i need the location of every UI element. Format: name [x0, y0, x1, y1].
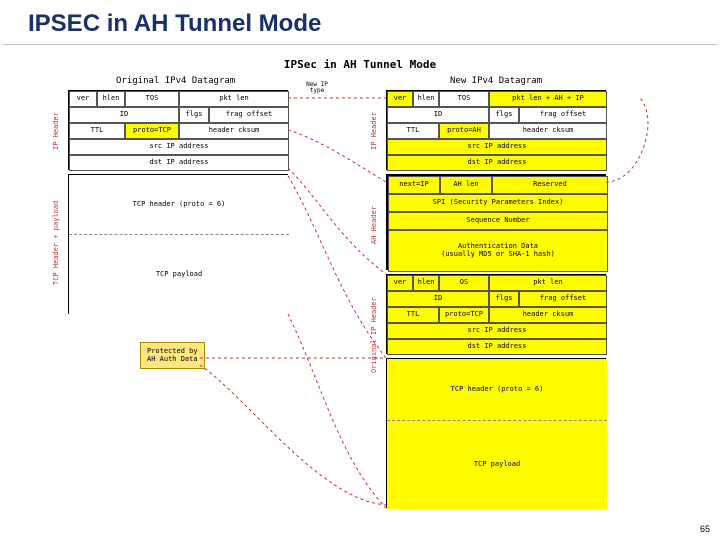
o-id: ID: [387, 291, 489, 307]
left-tcp-header: TCP header (proto = 6): [69, 175, 289, 235]
left-pktlen: pkt len: [179, 91, 289, 107]
o-tos: OS: [439, 275, 489, 291]
o-ttl: TTL: [387, 307, 439, 323]
o-pktlen: pkt len: [489, 275, 607, 291]
r-pktlen: pkt len + AH + IP: [489, 91, 607, 107]
left-ttl: TTL: [69, 123, 125, 139]
right-orig-ip-box: ver hlen OS pkt len ID flgs frag offset …: [386, 274, 606, 354]
mid-label-l2: type: [310, 87, 324, 94]
protected-l2: AH Auth Data: [147, 355, 198, 363]
left-ver: ver: [69, 91, 97, 107]
left-tcp-payload: TCP payload: [69, 235, 289, 315]
o-hlen: hlen: [413, 275, 439, 291]
left-proto: proto=TCP: [125, 123, 179, 139]
left-src: src IP address: [69, 139, 289, 155]
right-ip-header-label: IP Header: [370, 96, 378, 166]
ah-next: next=IP: [388, 176, 440, 194]
slide-title: IPSEC in AH Tunnel Mode: [28, 10, 321, 38]
right-payload-box: TCP header (proto = 6) TCP payload: [386, 358, 606, 508]
left-flgs: flgs: [179, 107, 209, 123]
r-hlen: hlen: [413, 91, 439, 107]
left-subtitle: Original IPv4 Datagram: [116, 76, 235, 86]
r-flgs: flgs: [489, 107, 519, 123]
r-ttl: TTL: [387, 123, 439, 139]
main-heading: IPSec in AH Tunnel Mode: [0, 58, 720, 71]
right-orig-ip-label: Original IP Header: [370, 280, 378, 390]
r-id: ID: [387, 107, 489, 123]
left-frag: frag offset: [209, 107, 289, 123]
left-ip-header-box: ver hlen TOS pkt len ID flgs frag offset…: [68, 90, 288, 170]
left-payload-label: TCP Header + payload: [52, 178, 60, 308]
right-subtitle: New IPv4 Datagram: [450, 76, 542, 86]
left-payload-box: TCP header (proto = 6) TCP payload: [68, 174, 288, 314]
o-proto: proto=TCP: [439, 307, 489, 323]
protected-box: Protected by AH Auth Data: [140, 342, 205, 369]
left-id: ID: [69, 107, 179, 123]
r-tos: TOS: [439, 91, 489, 107]
r-frag: frag offset: [519, 107, 607, 123]
o-tcp-header: TCP header (proto = 6): [387, 359, 607, 421]
left-cksum: header cksum: [179, 123, 289, 139]
ah-res: Reserved: [492, 176, 608, 194]
left-dst: dst IP address: [69, 155, 289, 171]
left-ip-header-label: IP Header: [52, 96, 60, 166]
ah-spi: SPI (Security Parameters Index): [388, 194, 608, 212]
o-dst: dst IP address: [387, 339, 607, 355]
mid-label: New IP type: [297, 82, 337, 94]
protected-l1: Protected by: [147, 347, 198, 355]
right-ah-box: next=IP AH len Reserved SPI (Security Pa…: [386, 174, 606, 270]
ah-auth: Authentication Data (usually MD5 or SHA-…: [388, 230, 608, 272]
r-cksum: header cksum: [489, 123, 607, 139]
o-src: src IP address: [387, 323, 607, 339]
r-src: src IP address: [387, 139, 607, 155]
left-tos: TOS: [125, 91, 179, 107]
ah-len: AH len: [440, 176, 492, 194]
page-number: 65: [700, 524, 710, 534]
o-frag: frag offset: [519, 291, 607, 307]
o-tcp-payload: TCP payload: [387, 421, 607, 509]
r-dst: dst IP address: [387, 155, 607, 171]
o-cksum: header cksum: [489, 307, 607, 323]
r-ver: ver: [387, 91, 413, 107]
r-proto: proto=AH: [439, 123, 489, 139]
right-new-ip-box: ver hlen TOS pkt len + AH + IP ID flgs f…: [386, 90, 606, 170]
o-flgs: flgs: [489, 291, 519, 307]
right-ah-header-label: AH Header: [370, 180, 378, 270]
left-hlen: hlen: [97, 91, 125, 107]
title-underline: [4, 44, 716, 45]
ah-seq: Sequence Number: [388, 212, 608, 230]
o-ver: ver: [387, 275, 413, 291]
